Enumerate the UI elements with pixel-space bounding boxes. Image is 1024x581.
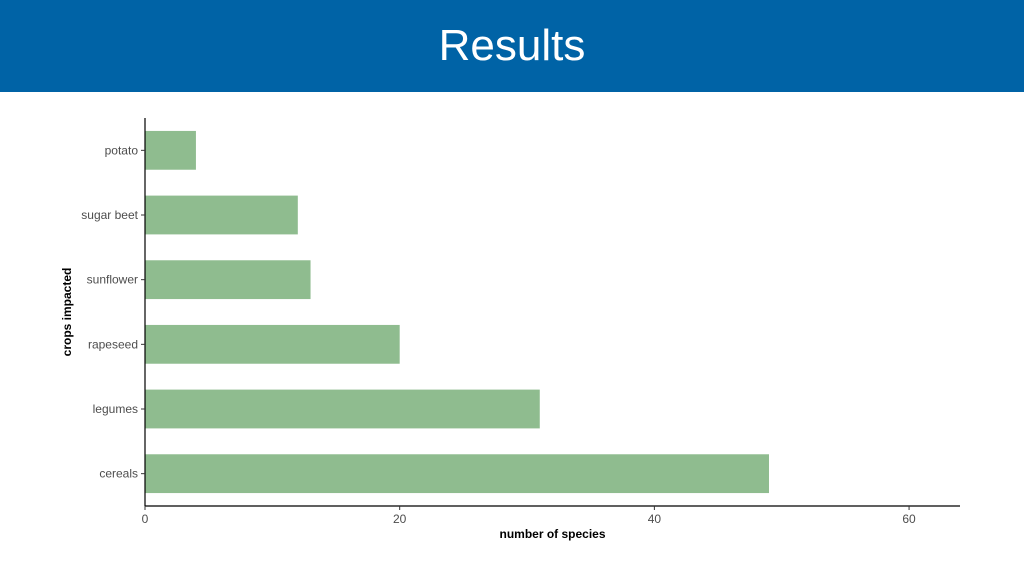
y-tick-label: cereals [99, 467, 138, 481]
y-tick-label: sugar beet [81, 208, 138, 222]
page-title: Results [438, 21, 586, 70]
bar-rapeseed [145, 324, 400, 364]
y-tick-label: potato [105, 143, 139, 157]
x-tick-label: 40 [648, 512, 662, 526]
bar-legumes [145, 389, 540, 429]
title-bar: Results [0, 0, 1024, 92]
chart-svg: cereals legumes rapeseed sunflower sugar bee… [60, 118, 960, 541]
x-axis-title: number of species [499, 527, 605, 541]
y-tick-label: sunflower [87, 273, 138, 287]
y-axis-title: crops impacted [60, 268, 74, 357]
y-tick-label: rapeseed [88, 337, 138, 351]
x-tick-label: 60 [902, 512, 916, 526]
bar-sunflower [145, 260, 311, 300]
bar-chart: cereals legumes rapeseed sunflower sugar bee… [0, 92, 1024, 576]
bar-potato [145, 130, 196, 170]
x-axis-ticks: 0 20 40 60 [142, 506, 916, 526]
bar-cereals [145, 454, 769, 494]
bar-sugar-beet [145, 195, 298, 235]
y-axis-ticks: cereals legumes rapeseed sunflower sugar bee… [81, 143, 145, 481]
x-tick-label: 0 [142, 512, 149, 526]
x-tick-label: 20 [393, 512, 407, 526]
bars-group [145, 130, 769, 494]
y-tick-label: legumes [93, 402, 138, 416]
